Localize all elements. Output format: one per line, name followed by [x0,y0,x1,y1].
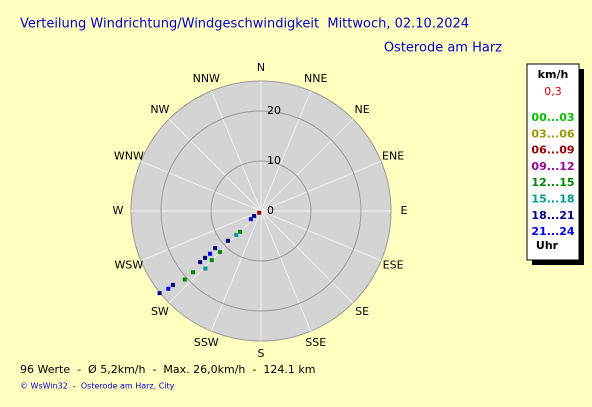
wind-point [225,238,230,243]
spoke [260,210,354,304]
direction-label: ESE [383,259,404,272]
r-tick-label: 0 [267,204,274,217]
spoke [140,160,262,212]
wind-point [182,277,187,282]
direction-label: SSW [194,336,219,349]
direction-label: WNW [114,149,144,162]
direction-label: NW [150,103,169,116]
wind-point [217,250,222,255]
wind-point [157,291,162,296]
grid-ring [160,110,362,312]
wind-point [252,213,257,218]
wind-point [234,232,239,237]
direction-label: SE [355,305,369,318]
wind-point [248,217,253,222]
wind-point [257,210,262,215]
plot: N NNE NE ENE E ESE SE SSE S SSW SW WSW W WNW NW NNW 0 10 2… [113,61,408,360]
spoke [210,210,262,332]
spoke [140,210,262,262]
spoke [210,90,262,212]
legend [526,63,580,261]
direction-label: NNW [193,72,220,85]
legend-entry: 21...24 [531,225,574,238]
wind-point [209,258,214,263]
legend-entry: 09...12 [531,160,574,173]
direction-label: ENE [382,149,404,162]
wind-point [166,286,171,291]
wind-point [198,260,203,265]
stats: 96 Werte - Ø 5,2km/h - Max. 26,0km/h - 1… [20,363,315,376]
wind-point [203,255,208,260]
chart-title: Verteilung Windrichtung/Windgeschwindigk… [20,17,469,32]
legend-title: km/h [538,68,569,81]
spoke [260,160,382,212]
spoke [260,210,382,262]
spoke [168,118,262,212]
direction-label: S [258,347,265,360]
spoke [168,210,262,304]
spoke [260,118,354,212]
r-tick-label: 20 [267,104,281,117]
calm-value: 0,3 [544,85,562,98]
legend-entry: 15...18 [531,193,574,206]
legend-entry: 00...03 [531,111,574,124]
direction-label: W [113,204,124,217]
direction-label: N [257,61,265,74]
legend-unit: Uhr [536,239,559,252]
direction-label: NNE [304,72,327,85]
r-tick-label: 10 [267,154,281,167]
wind-point [213,246,218,251]
direction-label: SW [151,305,169,318]
grid-ring [210,160,312,262]
credit: © WsWin32 - Osterode am Harz, City [20,382,175,391]
direction-label: SSE [305,336,326,349]
spoke [260,210,312,332]
legend-entry: 18...21 [531,209,574,222]
wind-point [238,229,243,234]
direction-label: WSW [115,259,144,272]
spoke [260,90,312,212]
wind-point [203,266,208,271]
wind-point [191,270,196,275]
direction-label: E [401,204,408,217]
legend-entry: 12...15 [531,176,574,189]
chart-subtitle: Osterode am Harz [384,41,502,56]
legend-entry: 03...06 [531,127,574,140]
direction-label: NE [355,103,370,116]
legend-entry: 06...09 [531,144,574,157]
wind-point [170,282,175,287]
wind-point [208,251,213,256]
